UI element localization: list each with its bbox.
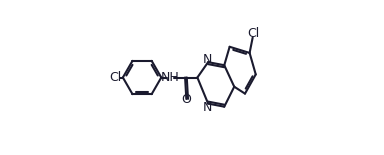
Text: NH: NH xyxy=(161,71,180,84)
Text: Cl: Cl xyxy=(109,71,121,84)
Text: N: N xyxy=(203,53,212,66)
Text: O: O xyxy=(181,93,191,106)
Text: N: N xyxy=(203,101,212,114)
Text: Cl: Cl xyxy=(247,27,260,40)
